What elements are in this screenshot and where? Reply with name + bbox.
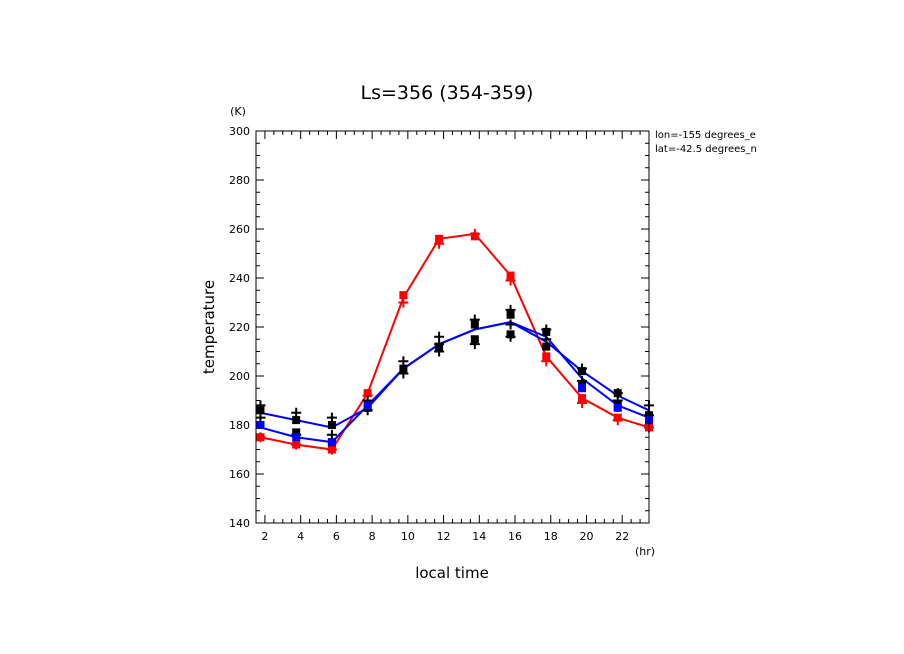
data-point-square (256, 421, 265, 429)
x-tick-label: 10 (401, 530, 415, 543)
series-lines (260, 232, 650, 451)
data-point-plus (255, 412, 266, 423)
x-tick-label: 2 (261, 530, 268, 543)
data-point-plus (505, 331, 516, 342)
annotation-lon: lon=-155 degrees_e (655, 130, 756, 141)
series-line-1 (260, 232, 650, 451)
x-tick-label: 16 (508, 530, 522, 543)
data-point-plus (326, 444, 337, 455)
data-point-plus (577, 363, 588, 374)
y-axis-label: temperature (200, 280, 218, 374)
data-point-square (327, 438, 336, 447)
data-point-plus (541, 334, 552, 345)
x-tick-label: 20 (579, 530, 593, 543)
data-point-plus (255, 432, 266, 443)
y-tick-label: 240 (229, 272, 250, 285)
x-tick-label: 6 (333, 530, 340, 543)
data-point-plus (612, 415, 623, 426)
data-point-plus (398, 368, 409, 379)
data-point-plus (291, 407, 302, 418)
data-point-plus (255, 400, 266, 411)
data-point-plus (434, 339, 445, 350)
data-point-plus (326, 412, 337, 423)
y-tick-label: 180 (229, 419, 250, 432)
y-tick-label: 140 (229, 517, 250, 530)
data-point-square (363, 401, 372, 410)
data-point-plus (469, 228, 480, 239)
data-point-plus (469, 314, 480, 325)
x-axis-label: local time (415, 564, 489, 582)
axis-ticks: 140 160 180 200 220 240 260 280 300 2 4 6 8 10 12 14 16 1… (229, 125, 650, 543)
y-tick-label: 160 (229, 468, 250, 481)
plot-frame (255, 130, 650, 524)
chart-title: Ls=356 (354-359) (361, 82, 534, 104)
y-tick-label: 300 (229, 125, 250, 138)
observation-markers (255, 228, 654, 455)
data-point-plus (577, 397, 588, 408)
data-point-plus (398, 356, 409, 367)
x-tick-label: 22 (615, 530, 629, 543)
data-point-square (578, 384, 587, 393)
y-tick-label: 260 (229, 223, 250, 236)
y-tick-label: 220 (229, 321, 250, 334)
x-tick-label: 18 (544, 530, 558, 543)
data-point-plus (505, 319, 516, 330)
data-point-square (542, 342, 551, 351)
y-unit-label: (K) (230, 105, 246, 118)
data-point-square (613, 403, 622, 412)
data-point-plus (505, 304, 516, 315)
data-point-square (292, 416, 301, 425)
data-point-plus (326, 429, 337, 440)
x-tick-label: 8 (369, 530, 376, 543)
data-point-square (292, 433, 301, 442)
x-tick-label: 14 (472, 530, 486, 543)
x-unit-label: (hr) (635, 545, 655, 558)
data-point-plus (469, 339, 480, 350)
data-point-square (399, 291, 408, 300)
x-tick-label: 4 (297, 530, 304, 543)
series-line-3 (260, 321, 650, 429)
data-point-square (327, 421, 336, 429)
data-point-plus (541, 356, 552, 367)
annotation-lat: lat=-42.5 degrees_n (655, 144, 757, 155)
data-point-plus (541, 324, 552, 335)
data-point-plus (291, 439, 302, 450)
data-point-plus (577, 375, 588, 386)
y-tick-label: 200 (229, 370, 250, 383)
y-tick-label: 280 (229, 174, 250, 187)
data-point-plus (398, 297, 409, 308)
data-point-plus (612, 395, 623, 406)
data-point-plus (434, 238, 445, 249)
x-tick-label: 12 (437, 530, 451, 543)
data-point-plus (505, 275, 516, 286)
